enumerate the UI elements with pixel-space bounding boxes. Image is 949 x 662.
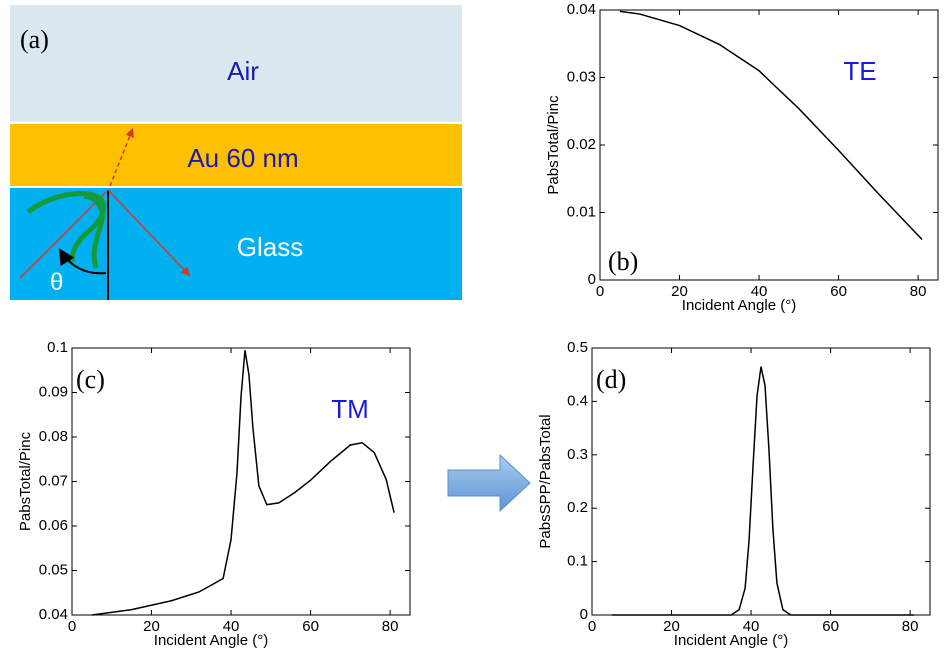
x-axis-label: Incident Angle (°) xyxy=(154,632,268,649)
y-tick-label: 0 xyxy=(588,271,596,288)
x-tick-label: 20 xyxy=(143,618,160,635)
plot-area xyxy=(591,347,931,616)
x-tick-label: 60 xyxy=(830,283,847,300)
y-tick-label: 0.4 xyxy=(567,392,588,409)
x-tick-label: 40 xyxy=(751,283,768,300)
y-tick-label: 0.01 xyxy=(567,203,596,220)
angle-label: θ xyxy=(50,269,63,296)
x-tick-label: 0 xyxy=(68,618,76,635)
y-tick-label: 0.09 xyxy=(39,383,68,400)
y-tick-label: 0 xyxy=(580,606,588,623)
x-tick-label: 40 xyxy=(743,618,760,635)
glass-layer xyxy=(10,188,462,300)
y-tick-label: 0.5 xyxy=(567,339,588,356)
x-tick-label: 60 xyxy=(822,618,839,635)
y-tick-label: 0.04 xyxy=(567,1,596,18)
y-axis-label: PabsSPP/PabsTotal xyxy=(537,414,554,548)
x-tick-label: 80 xyxy=(910,283,927,300)
x-tick-label: 20 xyxy=(671,283,688,300)
data-line xyxy=(91,350,395,616)
panel-label: (d) xyxy=(596,365,626,394)
y-tick-label: 0.1 xyxy=(567,553,588,570)
air-layer xyxy=(10,5,462,122)
x-tick-label: 40 xyxy=(223,618,240,635)
y-tick-label: 0.03 xyxy=(567,68,596,85)
x-tick-label: 0 xyxy=(596,283,604,300)
data-line xyxy=(619,10,923,241)
y-tick-label: 0.06 xyxy=(39,517,68,534)
y-tick-label: 0.02 xyxy=(567,136,596,153)
y-tick-label: 0.05 xyxy=(39,561,68,578)
y-axis-label: PabsTotal/Pinc xyxy=(17,431,34,531)
chart: 0 20 40 60 80 0 0.01 0.02 0.03 0.04 Incident Angle… xyxy=(545,1,939,314)
layer-label: Air xyxy=(227,56,259,86)
x-axis-label: Incident Angle (°) xyxy=(682,297,796,314)
x-tick-label: 80 xyxy=(382,618,399,635)
y-tick-label: 0.1 xyxy=(47,339,68,356)
layer-label: Au 60 nm xyxy=(187,143,298,173)
data-line xyxy=(611,366,915,616)
x-tick-label: 0 xyxy=(588,618,596,635)
angle-arc xyxy=(58,248,107,275)
panel-label: (a) xyxy=(20,25,49,54)
y-tick-label: 0.08 xyxy=(39,428,68,445)
x-tick-label: 20 xyxy=(663,618,680,635)
chart: 0 20 40 60 80 0 0.1 0.2 0.3 0.4 0.5 Incident Angle … xyxy=(537,339,931,649)
y-tick-label: 0.07 xyxy=(39,472,68,489)
plot-area xyxy=(71,347,411,616)
incident-ray xyxy=(19,191,107,279)
gold-layer xyxy=(10,124,462,186)
diagram: (a) Air Au 60 nm Glass θ xyxy=(10,5,462,300)
panel-label: (c) xyxy=(76,365,105,394)
reflected-ray xyxy=(107,189,191,277)
y-tick-label: 0.2 xyxy=(567,499,588,516)
chart: 0 20 40 60 80 0.04 0.05 0.06 0.07 0.08 0.09 0.1 Inci… xyxy=(17,339,411,649)
layer-label: Glass xyxy=(237,232,303,262)
x-tick-label: 60 xyxy=(302,618,319,635)
panel-label: (b) xyxy=(608,247,638,276)
x-tick-label: 80 xyxy=(902,618,919,635)
annotation: TM xyxy=(331,394,369,424)
transmitted-ray xyxy=(109,127,134,187)
wave xyxy=(83,193,105,269)
x-axis-label: Incident Angle (°) xyxy=(674,632,788,649)
y-axis-label: PabsTotal/Pinc xyxy=(545,95,562,195)
annotation: TE xyxy=(843,56,876,86)
plot-area xyxy=(599,9,939,281)
arrow xyxy=(447,453,531,513)
y-tick-label: 0.04 xyxy=(39,606,68,623)
y-tick-label: 0.3 xyxy=(567,446,588,463)
